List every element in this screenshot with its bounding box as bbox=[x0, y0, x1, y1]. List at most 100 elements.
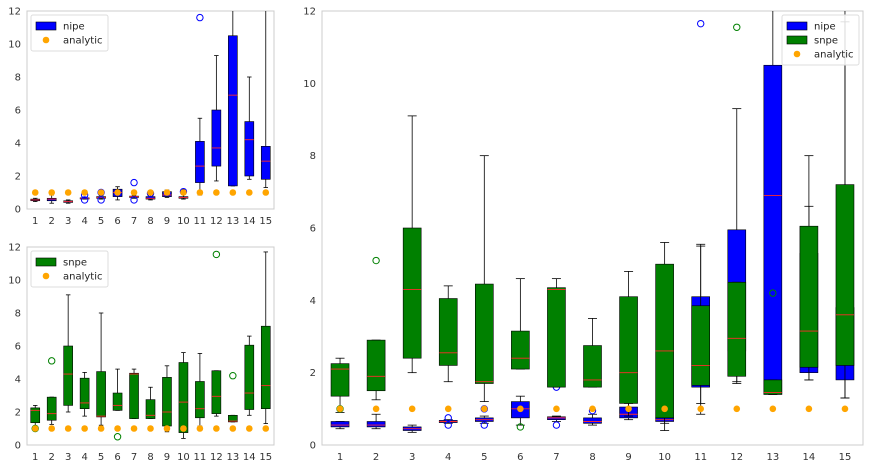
x-tick-label: 9 bbox=[625, 452, 631, 463]
analytic-point bbox=[444, 405, 452, 413]
box-nipe bbox=[211, 109, 222, 167]
outlier-point bbox=[480, 421, 488, 429]
analytic-point bbox=[196, 425, 204, 432]
x-tick-label: 2 bbox=[49, 452, 55, 463]
box-nipe bbox=[244, 121, 255, 177]
analytic-point bbox=[114, 189, 121, 196]
analytic-point bbox=[481, 405, 488, 413]
box-snpe bbox=[244, 344, 255, 410]
legend-marker-analytic bbox=[42, 36, 50, 44]
legend-swatch-nipe bbox=[786, 21, 808, 31]
analytic-point bbox=[147, 425, 154, 432]
x-tick-label: 15 bbox=[259, 452, 272, 463]
x-tick-label: 12 bbox=[210, 216, 223, 227]
box-snpe bbox=[96, 371, 106, 418]
analytic-point bbox=[180, 189, 187, 196]
analytic-point bbox=[625, 405, 632, 413]
legend-marker-analytic bbox=[42, 272, 50, 280]
analytic-point bbox=[48, 189, 55, 196]
plot-area bbox=[30, 11, 271, 204]
box-snpe bbox=[63, 345, 73, 406]
x-tick-label: 10 bbox=[658, 452, 671, 463]
outlier-point bbox=[196, 13, 204, 22]
outlier-point bbox=[80, 196, 89, 204]
box-nipe bbox=[583, 417, 602, 424]
analytic-point bbox=[31, 189, 39, 196]
box-snpe bbox=[655, 263, 674, 419]
y-tick-label: 6 bbox=[310, 224, 316, 235]
analytic-point bbox=[372, 405, 380, 413]
legend-swatch-nipe bbox=[35, 21, 57, 31]
y-tick-label: 12 bbox=[8, 7, 21, 18]
outlier-point bbox=[372, 256, 380, 265]
outlier-point bbox=[552, 421, 561, 429]
analytic-point bbox=[81, 189, 88, 196]
analytic-point bbox=[97, 425, 105, 432]
box-snpe bbox=[145, 399, 156, 419]
legend-marker-analytic bbox=[793, 50, 801, 58]
box-snpe bbox=[583, 345, 602, 388]
x-tick-label: 7 bbox=[131, 216, 137, 227]
outlier-point bbox=[212, 250, 221, 259]
analytic-point bbox=[229, 425, 237, 432]
axes-frame bbox=[26, 246, 275, 446]
analytic-point bbox=[841, 405, 849, 413]
x-tick-label: 7 bbox=[553, 452, 559, 463]
x-tick-label: 8 bbox=[589, 452, 595, 463]
box-snpe bbox=[402, 227, 422, 359]
x-tick-label: 4 bbox=[445, 452, 451, 463]
analytic-point bbox=[31, 425, 39, 432]
legend-swatch-snpe bbox=[35, 257, 57, 267]
box-snpe bbox=[162, 377, 172, 427]
analytic-point bbox=[246, 189, 253, 196]
analytic-point bbox=[246, 425, 253, 432]
outlier-point bbox=[130, 196, 138, 204]
box-snpe bbox=[835, 184, 855, 366]
x-tick-label: 4 bbox=[81, 452, 87, 463]
y-tick-label: 10 bbox=[8, 276, 21, 287]
x-tick-label: 6 bbox=[114, 216, 120, 227]
box-snpe bbox=[438, 298, 458, 366]
box-snpe bbox=[30, 407, 41, 424]
analytic-point bbox=[769, 405, 777, 413]
analytic-point bbox=[553, 405, 560, 413]
analytic-point bbox=[130, 425, 138, 432]
x-tick-label: 10 bbox=[177, 216, 190, 227]
y-tick-label: 2 bbox=[310, 368, 316, 379]
analytic-point bbox=[64, 189, 72, 196]
x-tick-label: 3 bbox=[65, 216, 71, 227]
y-tick-label: 4 bbox=[15, 139, 21, 150]
x-tick-label: 12 bbox=[730, 452, 743, 463]
legend: snpe analytic bbox=[30, 250, 109, 288]
analytic-point bbox=[408, 405, 416, 413]
analytic-point bbox=[97, 189, 105, 196]
y-tick-label: 4 bbox=[15, 375, 21, 386]
y-tick-label: 8 bbox=[15, 73, 21, 84]
x-tick-label: 1 bbox=[32, 452, 38, 463]
outlier-point bbox=[130, 178, 138, 187]
analytic-point bbox=[589, 405, 596, 413]
axes-frame bbox=[26, 10, 275, 210]
outlier-point bbox=[733, 23, 741, 31]
outlier-point bbox=[444, 421, 452, 429]
x-tick-label: 15 bbox=[839, 452, 852, 463]
box-snpe bbox=[547, 287, 566, 388]
y-tick-label: 12 bbox=[8, 243, 21, 254]
x-tick-label: 13 bbox=[226, 452, 239, 463]
analytic-point bbox=[262, 189, 270, 196]
x-tick-label: 8 bbox=[147, 216, 153, 227]
legend: nipe snpe analytic bbox=[781, 14, 860, 66]
y-tick-label: 6 bbox=[15, 106, 21, 117]
y-tick-label: 12 bbox=[303, 7, 316, 18]
box-snpe bbox=[619, 296, 638, 404]
x-tick-label: 9 bbox=[164, 452, 170, 463]
box-nipe bbox=[763, 64, 783, 395]
outlier-point bbox=[229, 372, 237, 380]
axes-frame bbox=[321, 10, 864, 446]
analytic-point bbox=[517, 405, 524, 413]
x-tick-label: 5 bbox=[98, 452, 104, 463]
box-snpe bbox=[511, 330, 530, 370]
x-tick-label: 8 bbox=[147, 452, 153, 463]
legend-label: nipe bbox=[63, 22, 85, 33]
